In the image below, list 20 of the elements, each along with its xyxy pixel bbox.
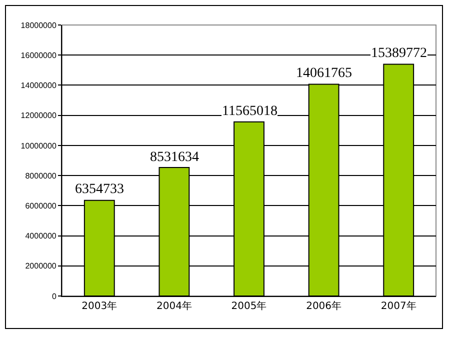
- data-label: 8531634: [150, 150, 199, 165]
- x-tick-label: 2006年: [306, 300, 342, 312]
- y-tick-label: 10000000: [20, 141, 57, 150]
- y-tick-label: 2000000: [25, 262, 57, 271]
- y-tick-label: 6000000: [25, 201, 57, 210]
- y-tick-label: 8000000: [25, 171, 57, 180]
- x-tick-label: 2004年: [156, 300, 192, 312]
- x-tick-label: 2003年: [82, 300, 118, 312]
- data-label: 6354733: [75, 182, 124, 197]
- y-tick-label: 0: [52, 292, 57, 301]
- y-tick-label: 16000000: [20, 50, 57, 60]
- y-tick-label: 4000000: [25, 232, 57, 241]
- x-tick-label: 2007年: [380, 300, 416, 312]
- x-tick-label: 2005年: [231, 300, 267, 312]
- data-label: 14061765: [296, 66, 352, 81]
- y-tick-label: 12000000: [20, 111, 57, 120]
- y-tick-label: 18000000: [20, 20, 57, 30]
- data-label: 15389772: [371, 46, 427, 61]
- data-label: 11565018: [222, 104, 278, 119]
- y-tick-label: 14000000: [20, 81, 57, 90]
